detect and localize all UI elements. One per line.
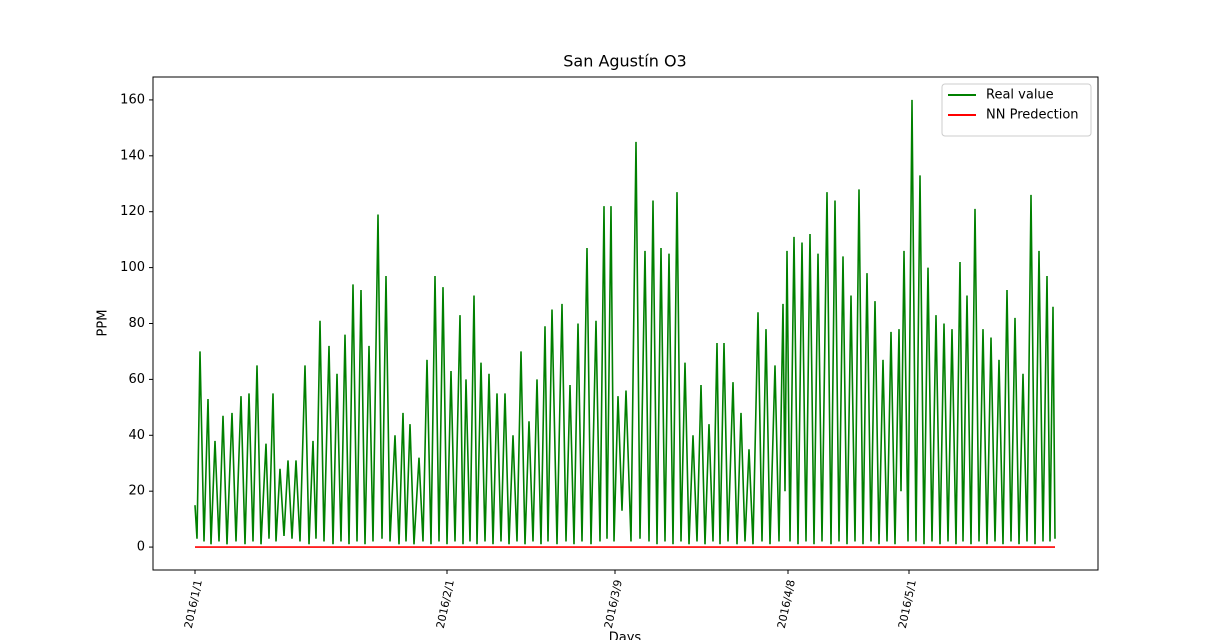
legend-label: NN Predection (986, 108, 1079, 123)
y-tick-label: 140 (120, 148, 145, 163)
x-axis-label: Days (609, 631, 642, 640)
y-tick-label: 120 (120, 204, 145, 219)
x-tick-label: 2016/4/8 (775, 579, 798, 630)
y-tick-label: 100 (120, 260, 145, 275)
chart-title: San Agustín O3 (563, 52, 686, 71)
legend: Real value NN Predection (941, 83, 1092, 137)
y-tick-label: 160 (120, 92, 145, 107)
legend-label: Real value (986, 88, 1054, 103)
x-tick-label: 2016/3/9 (602, 579, 625, 630)
legend-box (941, 83, 1092, 137)
plot-area (194, 99, 1056, 548)
y-tick-label: 60 (128, 372, 145, 387)
y-tick-label: 40 (128, 428, 145, 443)
y-tick-label: 0 (137, 540, 145, 555)
y-axis-label: PPM (96, 310, 111, 337)
x-tick-label: 2016/2/1 (434, 579, 457, 630)
y-tick-label: 80 (128, 316, 145, 331)
x-tick-label: 2016/5/1 (896, 579, 919, 630)
y-tick-label: 20 (128, 484, 145, 499)
series-line (194, 99, 1056, 545)
x-tick-label: 2016/1/1 (182, 579, 205, 630)
